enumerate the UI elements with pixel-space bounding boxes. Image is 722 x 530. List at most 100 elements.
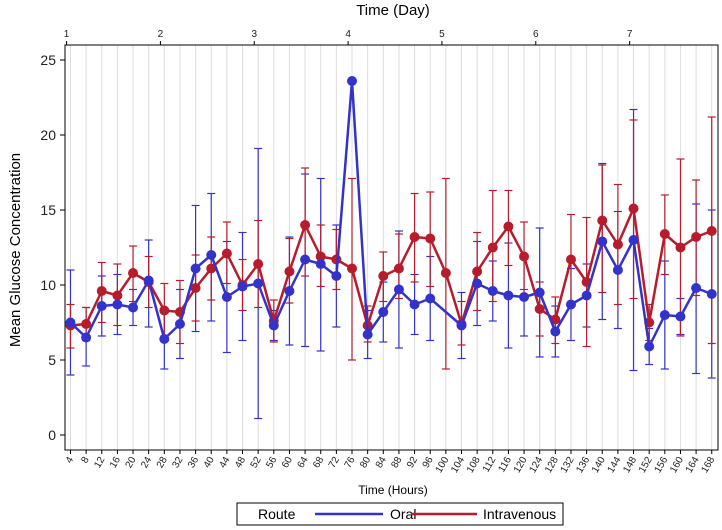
point-oral [331, 271, 342, 281]
point-oral [112, 299, 123, 310]
point-intravenous [300, 220, 311, 230]
point-intravenous [347, 263, 358, 274]
x-tick-label: 76 [343, 455, 358, 471]
y-tick-label: 5 [48, 352, 56, 368]
point-oral [487, 286, 498, 296]
point-intravenous [112, 290, 123, 301]
point-oral [628, 235, 639, 245]
point-intravenous [378, 271, 389, 281]
point-oral [644, 341, 655, 352]
x-tick-label: 84 [374, 455, 389, 471]
x-tick-label: 96 [421, 455, 436, 471]
point-intravenous [675, 242, 686, 253]
x-tick-label: 140 [590, 455, 608, 475]
point-intravenous [503, 221, 514, 232]
x-tick-label: 80 [358, 455, 373, 471]
top-tick-label: 2 [158, 29, 164, 40]
top-tick-label: 5 [439, 29, 445, 40]
legend-title: Route [258, 506, 296, 522]
y-tick-label: 20 [40, 127, 56, 143]
point-intravenous [409, 232, 420, 242]
point-oral [597, 236, 608, 247]
x-tick-label: 68 [311, 455, 326, 471]
point-intravenous [159, 305, 170, 316]
point-oral [284, 286, 295, 296]
point-oral [221, 292, 232, 302]
x-tick-label: 92 [405, 455, 420, 471]
x-tick-label: 48 [233, 455, 248, 471]
x-tick-label: 8 [79, 455, 92, 466]
point-oral [675, 311, 686, 322]
point-oral [96, 301, 107, 311]
x-tick-label: 40 [202, 455, 217, 471]
x-tick-label: 72 [327, 455, 342, 471]
x-tick-label: 12 [92, 455, 107, 471]
top-tick-label: 1 [64, 29, 70, 40]
point-oral [253, 278, 264, 289]
point-intravenous [534, 304, 545, 314]
point-intravenous [691, 232, 702, 242]
point-oral [503, 290, 514, 301]
x-axis-title: Time (Hours) [358, 483, 428, 497]
x-tick-label: 124 [527, 455, 545, 475]
point-oral [159, 334, 170, 344]
top-tick-label: 7 [627, 29, 633, 40]
x-tick-label: 152 [637, 455, 655, 475]
point-oral [393, 284, 404, 295]
point-intravenous [284, 266, 295, 277]
x-tick-label: 56 [264, 455, 279, 471]
point-oral [550, 326, 561, 337]
point-oral [456, 320, 467, 331]
point-oral [612, 265, 623, 275]
x-tick-label: 4 [64, 455, 77, 466]
legend: Route Oral Intravenous [236, 502, 564, 526]
x-tick-label: 112 [481, 455, 499, 475]
point-intravenous [628, 203, 639, 214]
point-intravenous [612, 239, 623, 250]
point-intravenous [81, 319, 92, 329]
point-oral [143, 275, 154, 286]
point-oral [174, 319, 185, 329]
point-oral [565, 299, 576, 310]
x-tick-label: 128 [543, 455, 561, 475]
point-intravenous [519, 251, 530, 262]
point-oral [659, 310, 670, 320]
point-intravenous [393, 263, 404, 274]
plot-frame [64, 44, 719, 451]
x-tick-label: 108 [465, 455, 483, 475]
point-oral [378, 307, 389, 317]
point-oral [534, 287, 545, 298]
legend-label-oral: Oral [390, 506, 416, 522]
x-tick-label: 60 [280, 455, 295, 471]
x-tick-label: 100 [434, 455, 452, 475]
point-intravenous [472, 266, 483, 277]
point-oral [128, 302, 139, 313]
point-oral [300, 254, 311, 265]
x-tick-label: 24 [139, 455, 154, 471]
point-oral [237, 281, 248, 292]
point-oral [315, 259, 326, 269]
legend-label-intravenous: Intravenous [483, 506, 556, 522]
point-intravenous [659, 229, 670, 239]
point-intravenous [440, 268, 451, 278]
point-oral [206, 250, 217, 260]
point-intravenous [597, 215, 608, 226]
y-tick-label: 0 [48, 427, 56, 443]
point-intravenous [221, 248, 232, 259]
point-oral [268, 320, 279, 331]
series-lines [65, 76, 717, 352]
plot-background [65, 45, 718, 450]
y-tick-label: 15 [40, 202, 56, 218]
x-tick-label: 32 [170, 455, 185, 471]
x-tick-label: 64 [296, 455, 311, 471]
top-tick-label: 6 [533, 29, 539, 40]
x-tick-label: 160 [668, 455, 686, 475]
x-tick-label: 44 [217, 455, 232, 471]
point-oral [65, 317, 76, 328]
x-tick-label: 164 [684, 455, 702, 475]
x-tick-label: 148 [621, 455, 639, 475]
point-oral [347, 76, 358, 86]
x-tick-label: 52 [249, 455, 264, 471]
point-intravenous [253, 259, 264, 269]
point-intravenous [206, 263, 217, 274]
